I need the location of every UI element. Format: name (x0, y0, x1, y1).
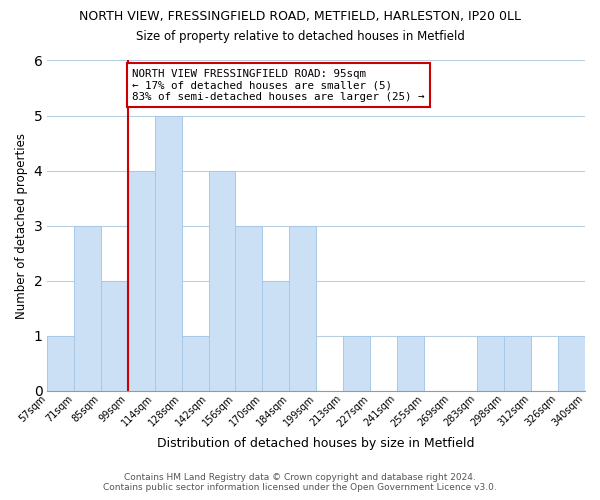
Text: Contains HM Land Registry data © Crown copyright and database right 2024.
Contai: Contains HM Land Registry data © Crown c… (103, 473, 497, 492)
Bar (47, 336, 74, 391)
Bar (262, 281, 289, 391)
Bar (558, 336, 585, 391)
Bar (74, 226, 101, 391)
Text: NORTH VIEW FRESSINGFIELD ROAD: 95sqm
← 17% of detached houses are smaller (5)
83: NORTH VIEW FRESSINGFIELD ROAD: 95sqm ← 1… (132, 69, 424, 102)
Bar (209, 170, 235, 391)
Text: Size of property relative to detached houses in Metfield: Size of property relative to detached ho… (136, 30, 464, 43)
Bar (505, 336, 531, 391)
Text: NORTH VIEW, FRESSINGFIELD ROAD, METFIELD, HARLESTON, IP20 0LL: NORTH VIEW, FRESSINGFIELD ROAD, METFIELD… (79, 10, 521, 23)
Bar (478, 336, 505, 391)
Bar (155, 116, 182, 391)
Bar (235, 226, 262, 391)
X-axis label: Distribution of detached houses by size in Metfield: Distribution of detached houses by size … (157, 437, 475, 450)
Bar (343, 336, 370, 391)
Bar (128, 170, 155, 391)
Bar (101, 281, 128, 391)
Y-axis label: Number of detached properties: Number of detached properties (15, 132, 28, 318)
Bar (289, 226, 316, 391)
Bar (182, 336, 209, 391)
Bar (397, 336, 424, 391)
